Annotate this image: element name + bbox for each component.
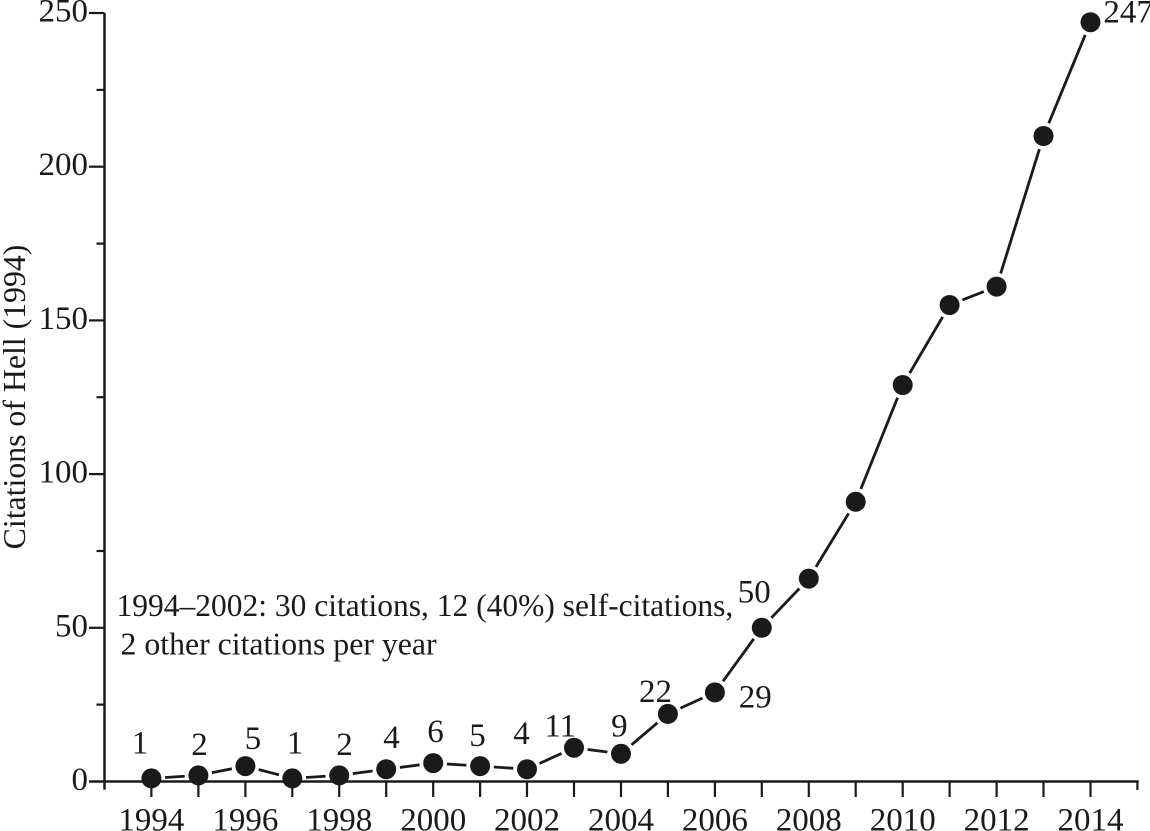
svg-text:247: 247	[1103, 0, 1150, 30]
svg-text:6: 6	[427, 714, 444, 750]
svg-text:2002: 2002	[494, 802, 560, 831]
svg-text:1996: 1996	[212, 802, 278, 831]
svg-text:9: 9	[611, 709, 628, 745]
svg-text:4: 4	[513, 716, 530, 752]
svg-text:1994–2002: 30 citations, 12 (4: 1994–2002: 30 citations, 12 (40%) self-c…	[117, 588, 734, 623]
svg-text:50: 50	[55, 608, 88, 644]
svg-text:11: 11	[544, 709, 576, 745]
svg-text:2006: 2006	[682, 802, 748, 831]
svg-text:100: 100	[39, 455, 89, 491]
svg-text:250: 250	[39, 0, 89, 30]
svg-text:2010: 2010	[870, 802, 936, 831]
svg-text:5: 5	[469, 718, 486, 754]
svg-text:50: 50	[738, 575, 771, 611]
svg-text:2000: 2000	[400, 802, 466, 831]
svg-text:2 other citations per year: 2 other citations per year	[121, 626, 437, 661]
svg-text:1994: 1994	[118, 802, 184, 831]
svg-text:2: 2	[336, 727, 353, 763]
svg-text:Citations of Hell (1994): Citations of Hell (1994)	[0, 245, 32, 550]
svg-text:2004: 2004	[588, 802, 654, 831]
svg-text:2: 2	[191, 727, 208, 763]
svg-text:29: 29	[739, 680, 772, 716]
svg-text:22: 22	[639, 674, 672, 710]
svg-text:5: 5	[245, 721, 262, 757]
svg-text:1998: 1998	[306, 802, 372, 831]
svg-text:1: 1	[287, 726, 304, 762]
svg-text:4: 4	[383, 720, 400, 756]
svg-text:150: 150	[39, 301, 89, 337]
svg-text:0: 0	[72, 762, 89, 798]
svg-text:2014: 2014	[1058, 802, 1124, 831]
svg-text:2008: 2008	[776, 802, 842, 831]
svg-text:1: 1	[132, 726, 149, 762]
svg-text:200: 200	[39, 147, 89, 183]
svg-text:2012: 2012	[964, 802, 1030, 831]
